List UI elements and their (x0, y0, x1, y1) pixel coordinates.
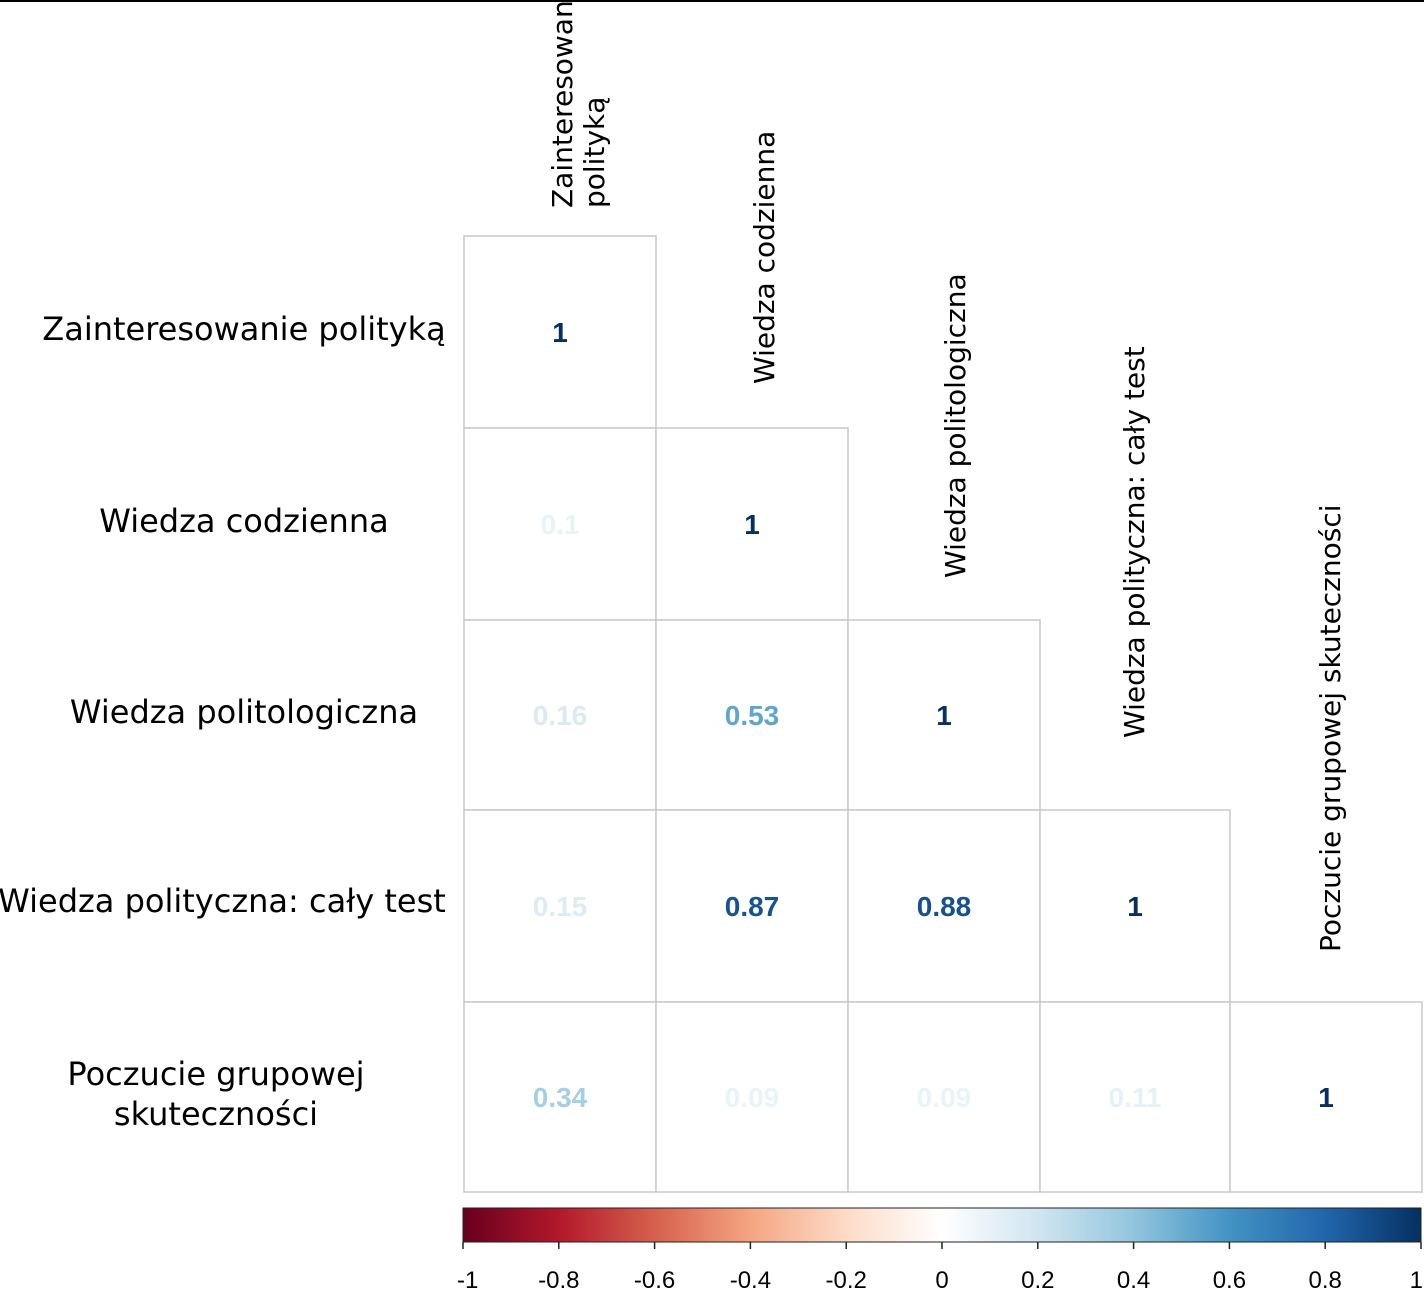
matrix-cell (463, 809, 657, 1003)
row-labels: Zainteresowanie polityką Wiedza codzienna… (0, 310, 446, 1133)
column-label: polityką (578, 97, 611, 208)
cell-value: 0.15 (533, 891, 588, 922)
cell-value: 1 (1127, 891, 1143, 922)
cell-value: 1 (744, 509, 760, 540)
cell-value: 0.34 (533, 1082, 588, 1113)
colorbar-tick-label: -0.6 (634, 1267, 675, 1294)
colorbar-gradient (462, 1207, 1422, 1243)
column-label: Poczucie grupowej skuteczności (1314, 504, 1347, 952)
cell-value: 0.53 (725, 700, 780, 731)
colorbar-tick-label: -0.2 (826, 1267, 867, 1294)
row-label: Poczucie grupowej (67, 1055, 364, 1093)
cell-value: 0.87 (725, 891, 780, 922)
cell-value: 1 (936, 700, 952, 731)
cell-value: 0.88 (917, 891, 972, 922)
cell-value: 1 (1318, 1082, 1334, 1113)
colorbar-tick-label: 0.8 (1309, 1267, 1342, 1294)
column-label: Wiedza politologiczna (939, 273, 972, 578)
matrix-cell (1229, 1001, 1423, 1193)
cell-value: 1 (552, 317, 568, 348)
row-label: Wiedza politologiczna (70, 693, 418, 731)
colorbar-tick-label: 0.2 (1021, 1267, 1054, 1294)
colorbar-tick-label: 0.4 (1117, 1267, 1150, 1294)
colorbar-tick-label: 1 (1410, 1267, 1423, 1294)
matrix-cell (847, 1001, 1041, 1193)
matrix-cell (655, 619, 849, 811)
correlation-matrix: 10.1 10.16 0.53 10.15 0.87 0.88 10.34 0.09 0.09 0… (463, 235, 1423, 1193)
colorbar-tick-label: -0.8 (538, 1267, 579, 1294)
matrix-cell (847, 809, 1041, 1003)
matrix-cell (1039, 809, 1231, 1003)
column-label: Zainteresowanie (546, 0, 579, 208)
matrix-cell (1039, 1001, 1231, 1193)
cell-value: 0.11 (1109, 1082, 1162, 1113)
colorbar-tick-label: -1 (457, 1267, 478, 1294)
matrix-cell (655, 809, 849, 1003)
colorbar-tick-label: -0.4 (730, 1267, 771, 1294)
column-label: Wiedza codzienna (748, 131, 781, 384)
column-labels: Zainteresowanie polityką Wiedza codzienna W… (546, 0, 1347, 952)
column-label: Wiedza polityczna: cały test (1118, 346, 1151, 738)
colorbar-tick-label: 0.6 (1213, 1267, 1246, 1294)
row-label: Zainteresowanie polityką (42, 310, 445, 348)
matrix-cell (847, 619, 1041, 811)
row-label: Wiedza codzienna (99, 502, 388, 540)
colorbar-ticks: -1 -0.8 -0.6 -0.4 -0.2 0 0.2 0.4 0.6 0.8 1 (457, 1242, 1423, 1294)
cell-value: 0.1 (541, 509, 580, 540)
cell-value: 0.09 (725, 1082, 780, 1113)
row-label: skuteczności (114, 1095, 318, 1133)
colorbar-tick-label: 0 (935, 1267, 948, 1294)
matrix-cell (463, 1001, 657, 1193)
colorbar (462, 1207, 1422, 1243)
matrix-cell (655, 427, 849, 621)
cell-value: 0.09 (917, 1082, 972, 1113)
cell-value: 0.16 (533, 700, 588, 731)
row-label: Wiedza polityczna: cały test (0, 882, 446, 920)
matrix-cell (655, 1001, 849, 1193)
